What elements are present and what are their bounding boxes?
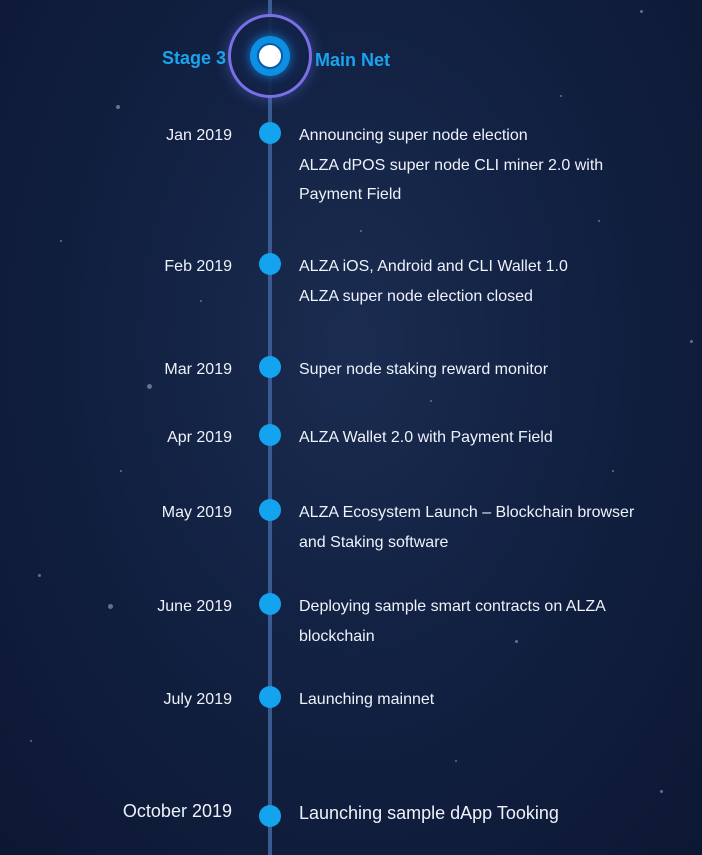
stage-center-icon <box>257 43 283 69</box>
entry-line: Deploying sample smart contracts on ALZA <box>299 598 606 615</box>
stage-label: Stage 3 <box>161 48 226 68</box>
entry-description: Launching mainnet <box>299 685 679 715</box>
entry-date: July 2019 <box>163 691 233 708</box>
entry-description: Deploying sample smart contracts on ALZA… <box>299 592 679 651</box>
entry-date: June 2019 <box>157 598 232 615</box>
timeline-dot-icon <box>259 499 281 521</box>
timeline-dot-icon <box>259 356 281 378</box>
entry-line: ALZA dPOS super node CLI miner 2.0 with <box>299 156 604 174</box>
timeline-dot-icon <box>259 593 281 615</box>
entry-line: ALZA Ecosystem Launch – Blockchain brows… <box>299 504 635 521</box>
timeline-dot-icon <box>259 805 281 827</box>
entry-date: Apr 2019 <box>167 429 232 446</box>
entry-description: ALZA Wallet 2.0 with Payment Field <box>299 423 679 453</box>
entry-description: ALZA Ecosystem Launch – Blockchain brows… <box>299 498 679 557</box>
entry-line: ALZA super node election closed <box>299 287 533 305</box>
stage-name: Main Net <box>315 50 391 70</box>
entry-line: Launching mainnet <box>299 691 435 708</box>
entry-line: and Staking software <box>299 533 449 551</box>
entry-date: October 2019 <box>122 801 232 821</box>
entry-line: Super node staking reward monitor <box>299 361 549 378</box>
entry-date: Feb 2019 <box>164 258 232 275</box>
entry-date: Jan 2019 <box>166 127 232 144</box>
entry-line: ALZA Wallet 2.0 with Payment Field <box>299 429 553 446</box>
timeline-dot-icon <box>259 424 281 446</box>
entry-description: Announcing super node election ALZA dPOS… <box>299 121 679 210</box>
entry-date: May 2019 <box>161 504 232 521</box>
timeline-dot-icon <box>259 253 281 275</box>
entry-description: Launching sample dApp Tooking <box>299 799 679 829</box>
entry-description: Super node staking reward monitor <box>299 355 679 385</box>
entry-line: Announcing super node election <box>299 127 528 144</box>
entry-line: Payment Field <box>299 186 402 203</box>
timeline-dot-icon <box>259 122 281 144</box>
entry-line: ALZA iOS, Android and CLI Wallet 1.0 <box>299 258 568 275</box>
timeline-dot-icon <box>259 686 281 708</box>
entry-date: Mar 2019 <box>164 361 232 378</box>
entry-description: ALZA iOS, Android and CLI Wallet 1.0 ALZ… <box>299 252 679 311</box>
entry-line: Launching sample dApp Tooking <box>299 803 559 823</box>
entry-line: blockchain <box>299 627 375 645</box>
